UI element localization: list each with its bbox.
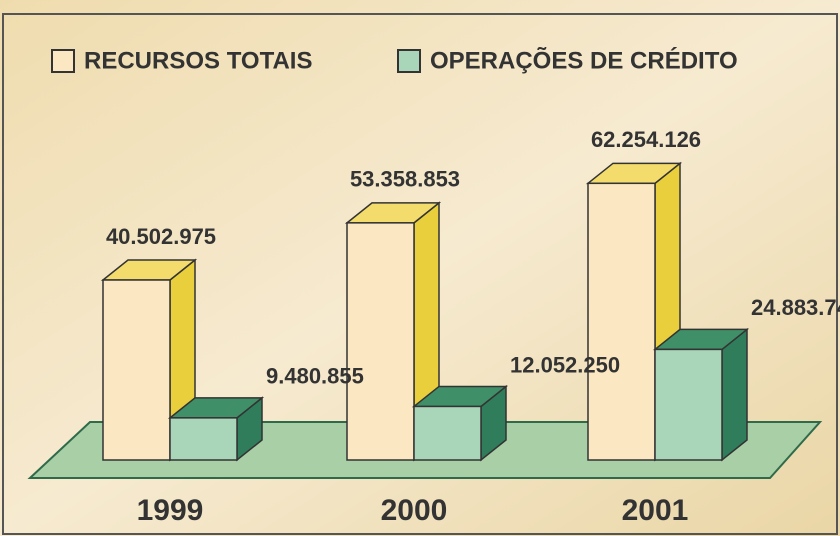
x-tick-label: 2001	[622, 494, 689, 527]
bar-front	[169, 417, 238, 461]
legend-label: RECURSOS TOTAIS	[84, 47, 312, 74]
bar	[652, 327, 750, 462]
x-tick-label: 1999	[137, 494, 204, 527]
value-label: 12.052.250	[510, 352, 620, 377]
bar	[167, 396, 265, 462]
bar-front	[654, 348, 723, 461]
bar	[411, 384, 509, 462]
bar-side	[721, 327, 748, 462]
legend-swatch	[397, 49, 421, 73]
x-tick-label: 2000	[381, 494, 448, 527]
legend-swatch	[51, 49, 75, 73]
frame	[2, 13, 838, 535]
bar-front	[587, 182, 656, 461]
value-label: 62.254.126	[591, 127, 701, 152]
legend-label: OPERAÇÕES DE CRÉDITO	[430, 46, 738, 74]
value-label: 40.502.975	[106, 224, 216, 249]
bar-front	[102, 279, 171, 461]
value-label: 24.883.748	[751, 295, 840, 320]
value-label: 9.480.855	[266, 364, 364, 389]
value-label: 53.358.853	[350, 167, 460, 192]
bar-front	[413, 405, 482, 461]
bar-front	[346, 222, 415, 461]
